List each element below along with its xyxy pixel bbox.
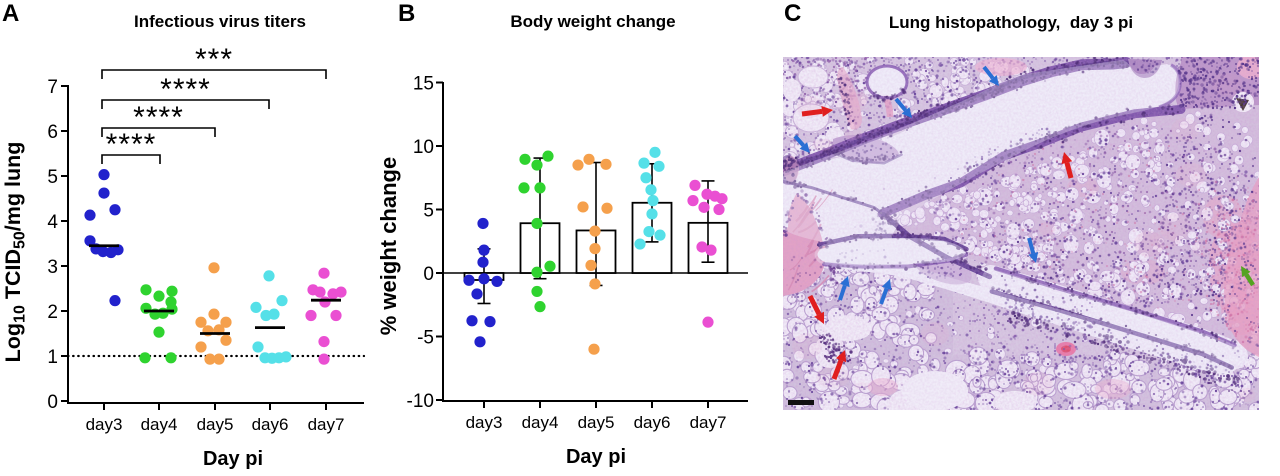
svg-text:Day pi: Day pi — [566, 446, 626, 468]
svg-text:15: 15 — [413, 73, 434, 94]
svg-text:***: *** — [195, 43, 233, 76]
svg-text:2: 2 — [47, 302, 58, 323]
svg-text:day7: day7 — [308, 415, 345, 434]
svg-text:day5: day5 — [197, 415, 234, 434]
svg-text:1: 1 — [47, 347, 58, 368]
svg-text:-10: -10 — [407, 391, 434, 412]
svg-text:day3: day3 — [86, 415, 123, 434]
svg-text:0: 0 — [47, 392, 58, 413]
svg-text:C: C — [784, 0, 801, 27]
svg-text:****: **** — [160, 73, 211, 106]
svg-text:day7: day7 — [690, 413, 727, 432]
svg-text:day6: day6 — [634, 413, 671, 432]
svg-text:day5: day5 — [578, 413, 615, 432]
svg-text:% weight change: % weight change — [376, 157, 401, 335]
svg-text:A: A — [2, 0, 19, 27]
svg-text:day4: day4 — [141, 415, 178, 434]
svg-text:4: 4 — [47, 212, 58, 233]
svg-text:-5: -5 — [417, 327, 434, 348]
svg-text:day6: day6 — [252, 415, 289, 434]
svg-text:7: 7 — [47, 77, 58, 98]
svg-text:6: 6 — [47, 122, 58, 143]
svg-text:3: 3 — [47, 257, 58, 278]
svg-text:Body weight change: Body weight change — [510, 12, 675, 31]
svg-text:B: B — [398, 0, 415, 27]
svg-text:0: 0 — [423, 264, 434, 285]
svg-text:5: 5 — [423, 200, 434, 221]
svg-text:Infectious virus titers: Infectious virus titers — [134, 12, 306, 31]
svg-text:Day pi: Day pi — [203, 448, 263, 470]
svg-text:day3: day3 — [466, 413, 503, 432]
svg-text:Lung histopathology, day 3 pi: Lung histopathology, day 3 pi — [889, 13, 1133, 32]
svg-text:day4: day4 — [522, 413, 559, 432]
svg-text:Log10 TCID50/mg lung: Log10 TCID50/mg lung — [1, 142, 29, 363]
svg-text:5: 5 — [47, 167, 58, 188]
svg-text:10: 10 — [413, 137, 434, 158]
svg-text:****: **** — [106, 128, 157, 161]
svg-text:****: **** — [133, 101, 184, 134]
